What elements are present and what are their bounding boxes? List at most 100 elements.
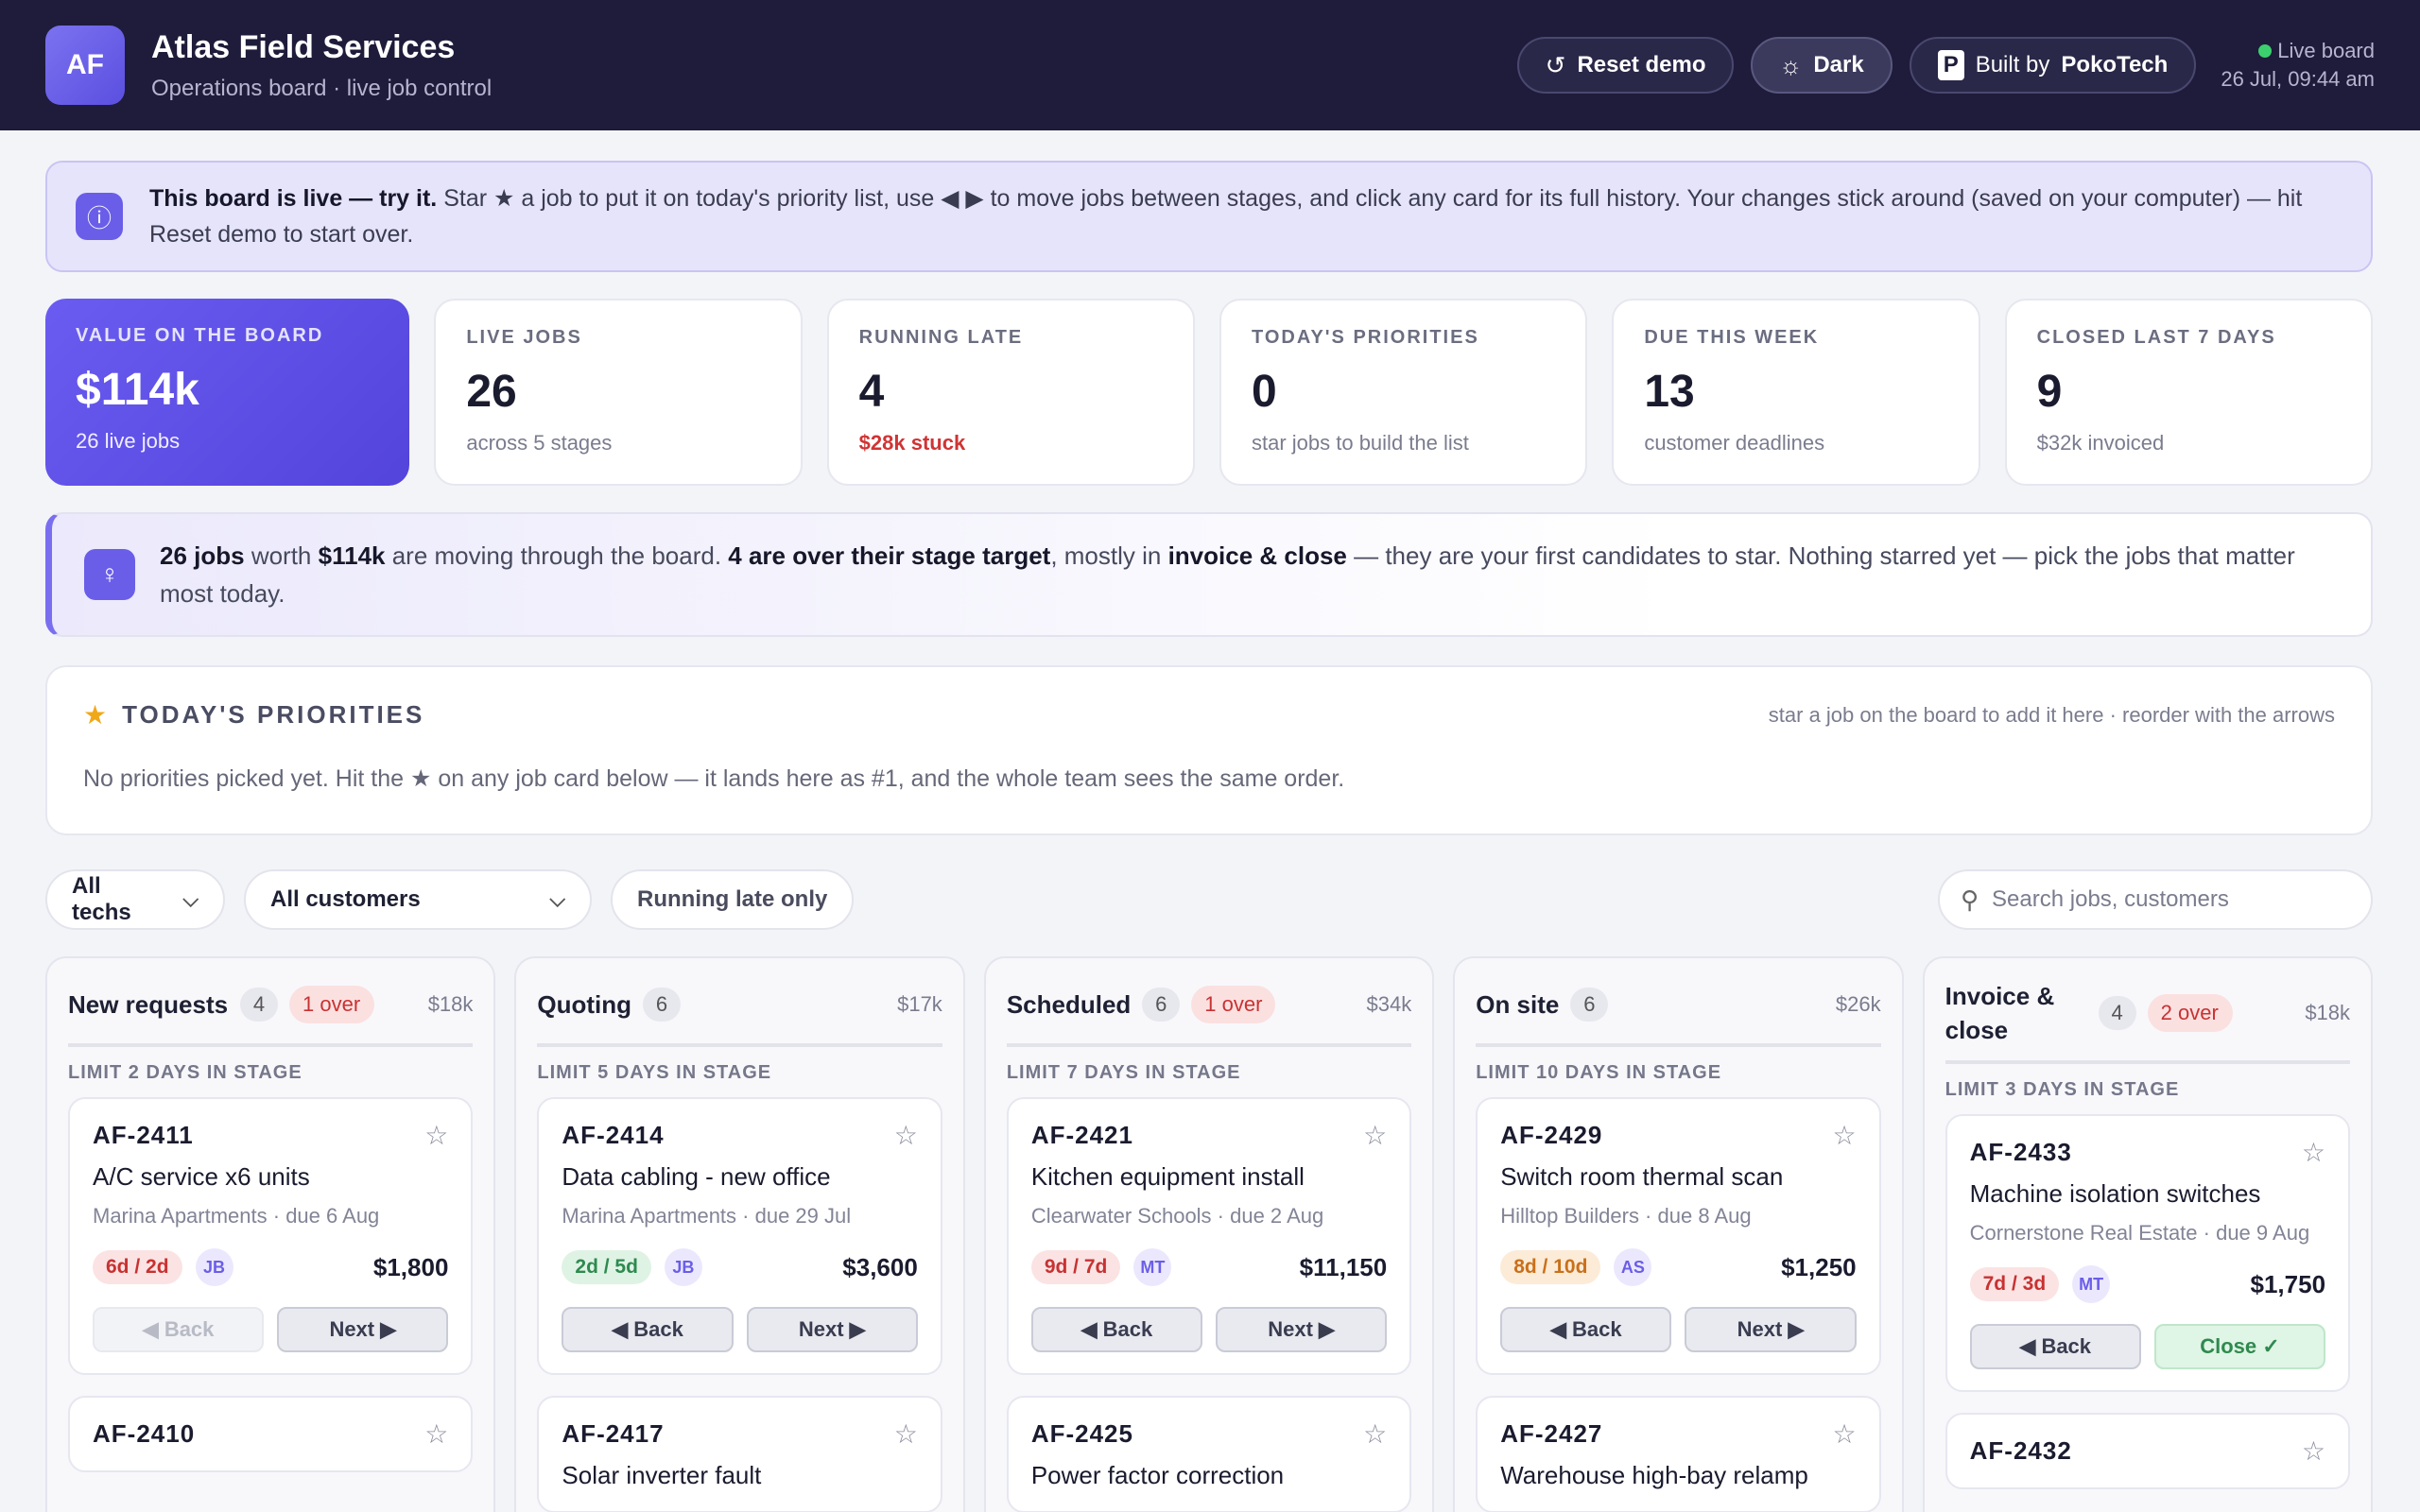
column-limit: LIMIT 7 DAYS IN STAGE <box>1006 1062 1241 1083</box>
sun-icon: ☼ <box>1779 50 1803 79</box>
job-card[interactable]: AF-2411 ☆ A/C service x6 units Marina Ap… <box>68 1097 474 1375</box>
column-title: On site <box>1476 990 1560 1019</box>
star-toggle-icon[interactable]: ☆ <box>2301 1436 2326 1466</box>
kpi-sub: star jobs to build the list <box>1251 431 1469 455</box>
job-amount: $1,750 <box>2250 1269 2326 1298</box>
job-meta: Marina Apartments · due 6 Aug <box>93 1204 380 1228</box>
info-banner-lead: This board is live — try it. <box>149 185 438 212</box>
kpi-card-running-late: RUNNING LATE 4 $28k stuck <box>826 299 1195 486</box>
theme-toggle-button[interactable]: ☼ Dark <box>1751 37 1893 94</box>
card-stats: 6d / 2d JB $1,800 <box>93 1248 448 1286</box>
tech-filter-select[interactable]: All techs ⌵ <box>45 869 225 930</box>
column-quoting: Quoting 6 $17k LIMIT 5 DAYS IN STAGE AF-… <box>514 956 965 1512</box>
column-count: 6 <box>643 988 682 1022</box>
star-toggle-icon[interactable]: ☆ <box>1832 1419 1857 1449</box>
column-title: Invoice & close <box>1945 982 2055 1044</box>
column-limit: LIMIT 2 DAYS IN STAGE <box>68 1062 302 1083</box>
column-limit: LIMIT 5 DAYS IN STAGE <box>537 1062 772 1083</box>
chevron-down-icon: ⌵ <box>549 887 565 911</box>
age-badge: 9d / 7d <box>1030 1250 1121 1284</box>
kpi-sub: $32k invoiced <box>2036 431 2165 455</box>
search-box[interactable]: ⚲ Search jobs, customers <box>1938 869 2373 930</box>
chevron-down-icon: ⌵ <box>182 887 199 911</box>
card-top: AF-2421 ☆ <box>1031 1120 1387 1151</box>
kanban-board: New requests 4 1 over $18k LIMIT 2 DAYS … <box>45 956 2374 1512</box>
star-icon: ★ <box>83 700 108 730</box>
next-button[interactable]: Next ▶ <box>1216 1307 1388 1352</box>
job-card[interactable]: AF-2429 ☆ Switch room thermal scan Hillt… <box>1476 1097 1881 1375</box>
info-banner-body: Star ★ a job to put it on today's priori… <box>149 185 2303 248</box>
header-actions: ↺ Reset demo ☼ Dark P Built by PokoTech … <box>1516 37 2375 94</box>
back-button[interactable]: ◀ Back <box>93 1307 265 1352</box>
next-button[interactable]: Next ▶ <box>1685 1307 1857 1352</box>
tech-filter-value: All techs <box>72 873 131 925</box>
reset-demo-button[interactable]: ↺ Reset demo <box>1516 37 1735 94</box>
next-button[interactable]: Next ▶ <box>746 1307 918 1352</box>
column-over-badge: 2 over <box>2147 994 2233 1032</box>
job-card[interactable]: AF-2432 ☆ <box>1945 1413 2351 1489</box>
job-id: AF-2427 <box>1500 1419 1603 1448</box>
job-card[interactable]: AF-2410 ☆ <box>68 1396 474 1472</box>
priorities-title: TODAY'S PRIORITIES <box>122 700 425 729</box>
back-button[interactable]: ◀ Back <box>1500 1307 1672 1352</box>
live-label: Live board <box>2277 39 2375 62</box>
running-late-toggle[interactable]: Running late only <box>611 869 855 930</box>
card-actions: ◀ Back Next ▶ <box>1030 1307 1388 1352</box>
customer-filter-select[interactable]: All customers ⌵ <box>244 869 592 930</box>
back-button[interactable]: ◀ Back <box>562 1307 734 1352</box>
kpi-label: TODAY'S PRIORITIES <box>1251 327 1479 348</box>
app-subtitle: Operations board · live job control <box>151 75 493 101</box>
column-count: 4 <box>2098 996 2136 1030</box>
job-card[interactable]: AF-2417 ☆ Solar inverter fault <box>537 1396 942 1512</box>
star-toggle-icon[interactable]: ☆ <box>893 1419 918 1449</box>
insight-span: , mostly in <box>1050 541 1168 570</box>
job-meta: Clearwater Schools · due 2 Aug <box>1030 1204 1324 1228</box>
next-button[interactable]: Next ▶ <box>277 1307 449 1352</box>
job-title: A/C service x6 units <box>93 1162 310 1191</box>
built-by-link[interactable]: P Built by PokoTech <box>1909 37 2197 94</box>
kpi-value: 13 <box>1644 367 1695 417</box>
star-toggle-icon[interactable]: ☆ <box>2301 1138 2326 1167</box>
kpi-value: 9 <box>2036 367 2063 417</box>
live-status: Live board 26 Jul, 09:44 am <box>2221 37 2375 94</box>
job-id: AF-2411 <box>93 1121 194 1149</box>
card-actions: ◀ Back Next ▶ <box>93 1307 449 1352</box>
star-toggle-icon[interactable]: ☆ <box>1363 1419 1388 1449</box>
star-toggle-icon[interactable]: ☆ <box>1832 1121 1857 1150</box>
job-title: Kitchen equipment install <box>1030 1162 1305 1191</box>
job-card[interactable]: AF-2433 ☆ Machine isolation switches Cor… <box>1945 1114 2351 1392</box>
insight-span: — they are your first candidates to star… <box>160 541 2295 608</box>
job-id: AF-2429 <box>1500 1121 1603 1149</box>
star-toggle-icon[interactable]: ☆ <box>1363 1121 1388 1150</box>
age-badge: 7d / 3d <box>1969 1267 2060 1301</box>
card-top: AF-2425 ☆ <box>1031 1418 1387 1450</box>
kpi-value: 0 <box>1251 367 1277 417</box>
card-stats: 8d / 10d AS $1,250 <box>1500 1248 1857 1286</box>
job-meta: Marina Apartments · due 29 Jul <box>562 1204 852 1228</box>
insight-bold: invoice & close <box>1167 541 1347 570</box>
card-top: AF-2427 ☆ <box>1500 1418 1856 1450</box>
column-on-site: On site 6 $26k LIMIT 10 DAYS IN STAGE AF… <box>1453 956 1904 1512</box>
star-toggle-icon[interactable]: ☆ <box>424 1121 449 1150</box>
insight-span: worth <box>244 541 319 570</box>
back-button[interactable]: ◀ Back <box>1969 1324 2141 1369</box>
age-badge: 2d / 5d <box>562 1250 651 1284</box>
tech-avatar: MT <box>1133 1248 1172 1286</box>
job-card[interactable]: AF-2427 ☆ Warehouse high-bay relamp <box>1476 1396 1881 1512</box>
filter-bar: All techs ⌵ All customers ⌵ Running late… <box>45 869 2373 930</box>
column-count: 6 <box>1570 988 1609 1022</box>
star-toggle-icon[interactable]: ☆ <box>893 1121 918 1150</box>
job-card[interactable]: AF-2425 ☆ Power factor correction <box>1006 1396 1412 1512</box>
back-button[interactable]: ◀ Back <box>1030 1307 1203 1352</box>
column-limit: LIMIT 3 DAYS IN STAGE <box>1945 1079 2180 1100</box>
star-toggle-icon[interactable]: ☆ <box>424 1419 449 1449</box>
job-card[interactable]: AF-2421 ☆ Kitchen equipment install Clea… <box>1006 1097 1412 1375</box>
search-input[interactable]: Search jobs, customers <box>1992 886 2229 912</box>
card-top: AF-2429 ☆ <box>1500 1120 1856 1151</box>
job-card[interactable]: AF-2414 ☆ Data cabling - new office Mari… <box>537 1097 942 1375</box>
close-job-button[interactable]: Close ✓ <box>2153 1324 2326 1369</box>
customer-filter-value: All customers <box>270 886 421 912</box>
job-amount: $11,150 <box>1299 1252 1388 1281</box>
job-amount: $3,600 <box>842 1252 918 1281</box>
kpi-value: 4 <box>858 367 885 417</box>
